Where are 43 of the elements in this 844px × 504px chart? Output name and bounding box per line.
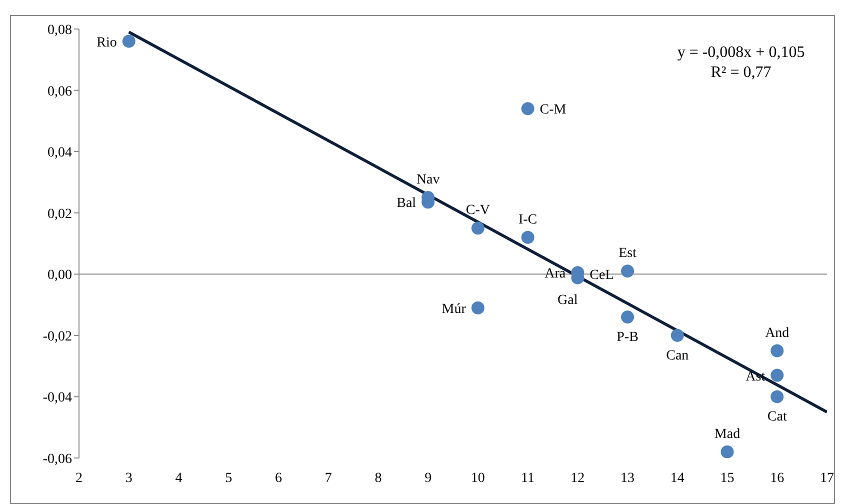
x-tick-label: 3 xyxy=(125,470,132,486)
x-tick-label: 2 xyxy=(76,470,82,486)
x-tick-label: 8 xyxy=(374,470,382,486)
annotation: R² = 0,77 xyxy=(710,64,772,81)
y-tick-label: -0,04 xyxy=(42,390,72,406)
data-label: Ara xyxy=(544,266,566,282)
y-tick-label: -0,02 xyxy=(42,329,72,344)
data-label: And xyxy=(765,326,790,341)
y-tick-label: 0,08 xyxy=(48,22,72,38)
x-tick-label: 14 xyxy=(670,470,684,486)
x-tick-label: 7 xyxy=(324,470,332,486)
x-tick-label: 9 xyxy=(424,470,432,486)
y-tick-label: -0,06 xyxy=(42,452,72,467)
data-label: Rio xyxy=(96,35,117,50)
data-label: Cat xyxy=(767,410,787,425)
x-tick-label: 6 xyxy=(274,470,282,486)
data-label: C-M xyxy=(540,102,567,118)
x-tick-label: 5 xyxy=(225,470,232,486)
x-tick-label: 11 xyxy=(521,470,535,486)
y-tick-label: 0,04 xyxy=(48,146,72,161)
y-tick-label: 0,00 xyxy=(48,268,72,284)
data-label: Mad xyxy=(714,426,740,442)
data-label: C-V xyxy=(466,203,490,218)
x-tick-label: 15 xyxy=(720,470,734,486)
data-label: P-B xyxy=(616,330,638,346)
data-label: Múr xyxy=(442,302,466,317)
x-tick-label: 17 xyxy=(820,470,834,486)
x-tick-label: 16 xyxy=(770,470,784,486)
data-label: Est xyxy=(618,246,637,262)
y-tick-label: 0,06 xyxy=(48,84,72,100)
annotation: y = -0,008x + 0,105 xyxy=(677,44,805,61)
data-label: Bal xyxy=(396,196,416,212)
data-label: Nav xyxy=(416,172,440,188)
data-label: I-C xyxy=(518,212,538,228)
x-tick-label: 12 xyxy=(570,470,585,486)
data-label: Gal xyxy=(558,292,578,308)
data-label: Ast xyxy=(746,369,766,384)
x-tick-label: 13 xyxy=(620,470,635,486)
x-tick-label: 4 xyxy=(175,470,182,486)
x-tick-label: 10 xyxy=(470,470,485,486)
annotation: CeL xyxy=(590,268,614,284)
data-label: Can xyxy=(666,348,689,364)
y-tick-label: 0,02 xyxy=(48,206,72,222)
